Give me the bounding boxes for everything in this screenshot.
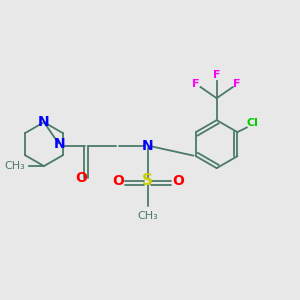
Text: Cl: Cl bbox=[246, 118, 258, 128]
Text: F: F bbox=[233, 79, 241, 89]
Text: CH₃: CH₃ bbox=[137, 212, 158, 221]
Text: S: S bbox=[142, 173, 153, 188]
Text: CH₃: CH₃ bbox=[5, 161, 26, 171]
Text: N: N bbox=[54, 137, 66, 152]
Text: F: F bbox=[213, 70, 220, 80]
Text: N: N bbox=[38, 115, 50, 129]
Text: O: O bbox=[76, 171, 87, 185]
Text: O: O bbox=[172, 174, 184, 188]
Text: F: F bbox=[193, 79, 200, 89]
Text: N: N bbox=[142, 139, 154, 153]
Text: O: O bbox=[112, 174, 124, 188]
